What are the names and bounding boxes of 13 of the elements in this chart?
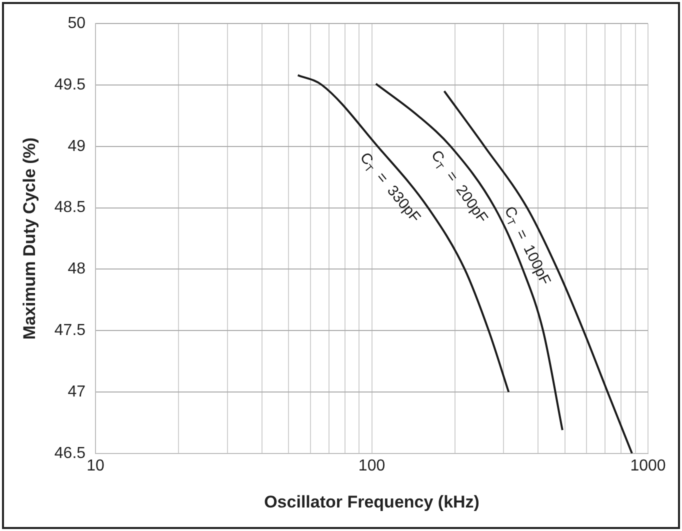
y-tick-label: 49.5 — [54, 76, 86, 94]
x-tick-label: 1000 — [630, 457, 666, 474]
y-tick-label: 49 — [68, 138, 86, 155]
x-tick-label: 100 — [358, 457, 386, 474]
y-tick-label: 48.5 — [54, 199, 86, 216]
y-tick-label: 50 — [68, 15, 86, 32]
y-tick-label: 48 — [68, 260, 86, 278]
y-tick-label: 47 — [68, 383, 86, 400]
y-tick-label: 47.5 — [54, 322, 86, 340]
y-tick-label: 46.5 — [54, 444, 86, 462]
y-axis-title: Maximum Duty Cycle (%) — [20, 137, 39, 340]
x-axis-title: Oscillator Frequency (kHz) — [264, 492, 480, 512]
x-tick-label: 10 — [86, 457, 105, 474]
